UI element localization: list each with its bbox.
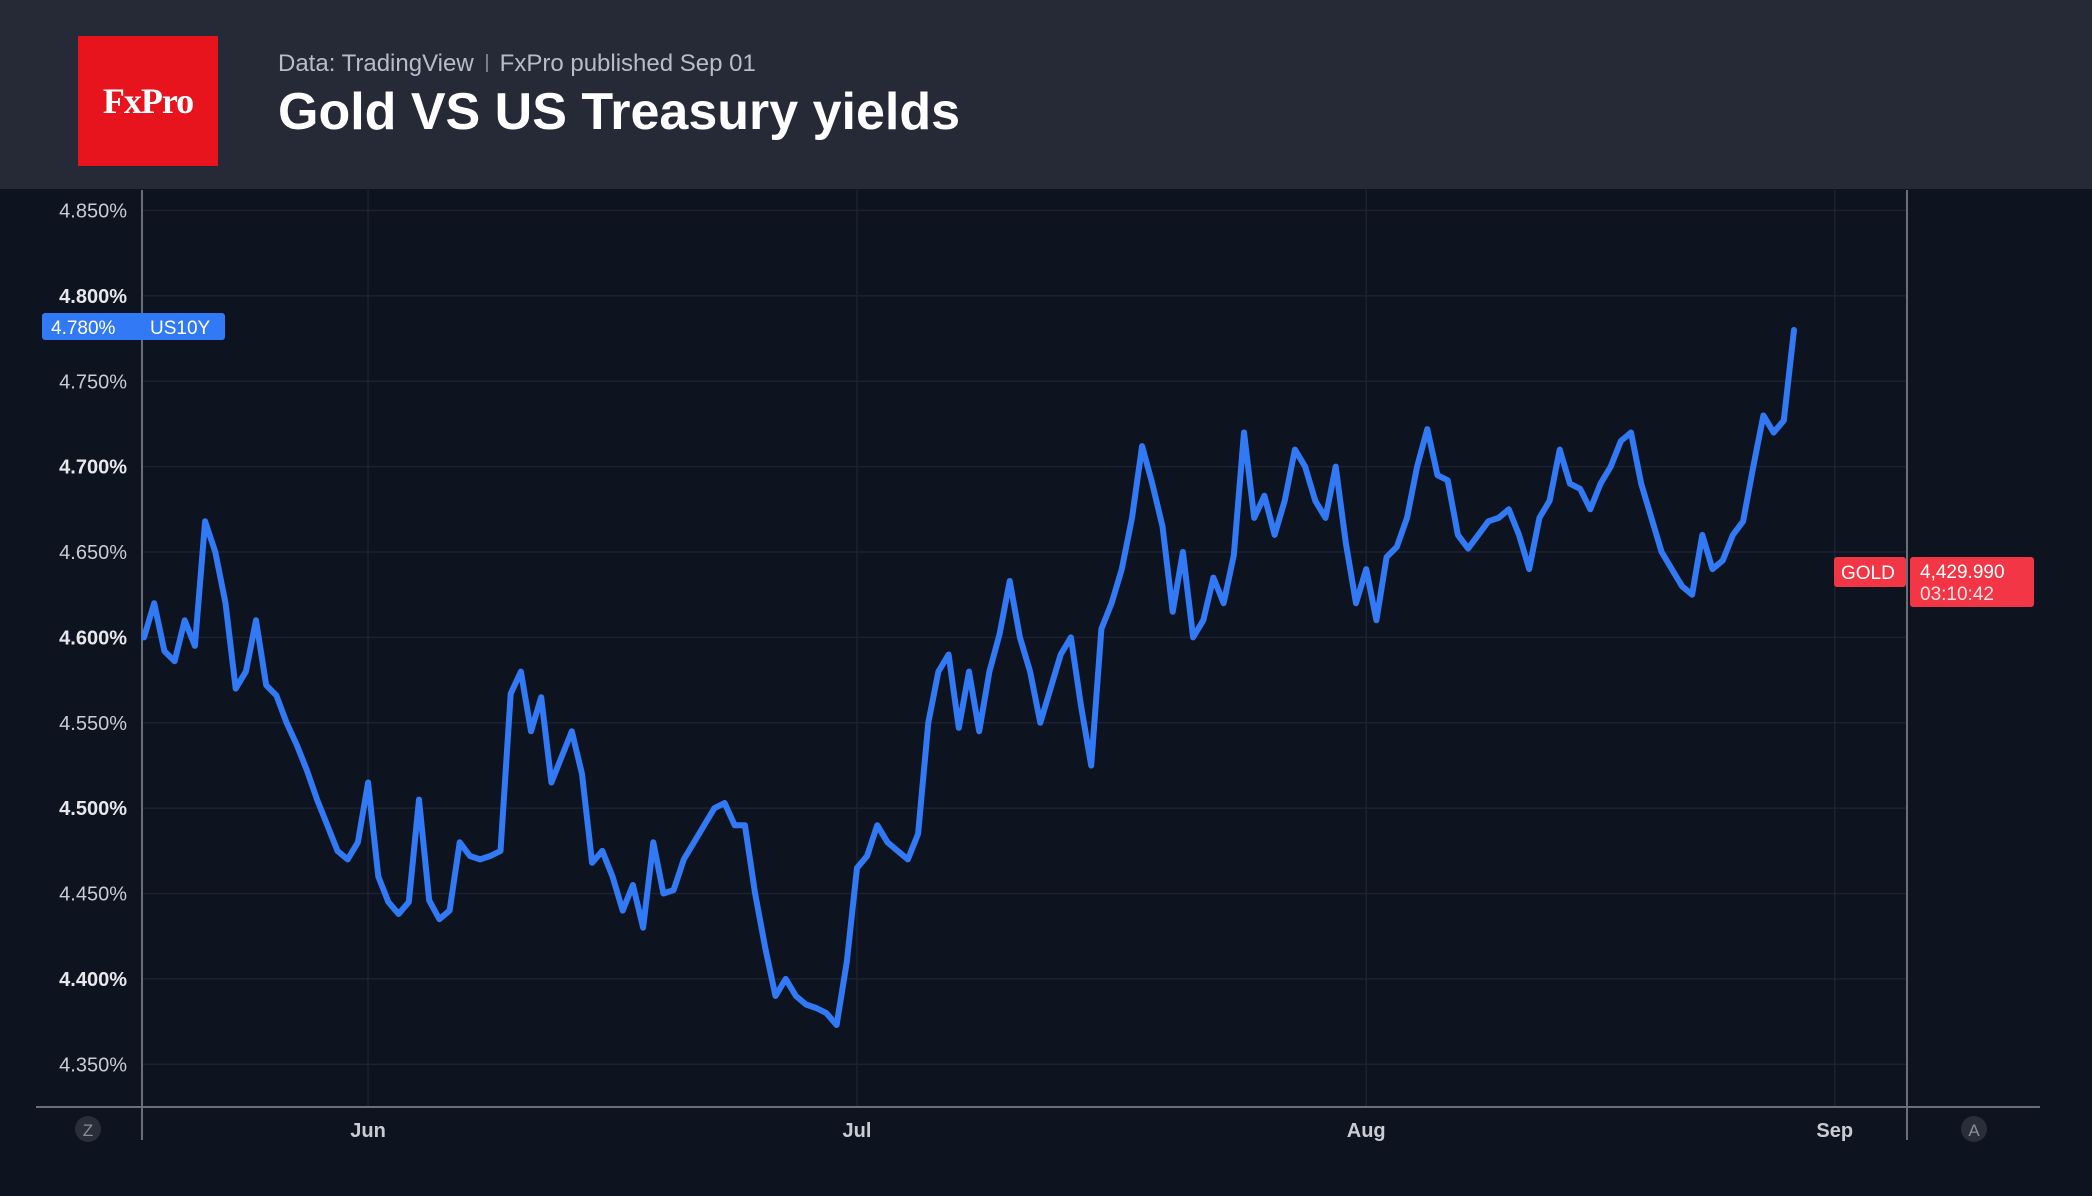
left-tick-label: 4.400% — [59, 969, 127, 991]
x-tick-label: Jul — [843, 1120, 872, 1142]
gold-label: GOLD 4,429.990 03:10:42 — [1834, 557, 2034, 607]
left-tick-label: 4.550% — [59, 713, 127, 735]
left-scale-marker[interactable]: Z — [75, 1116, 101, 1142]
gold-name-bg — [1834, 557, 1906, 587]
us10y-name-label: US10Y — [150, 318, 211, 339]
grid — [142, 190, 1907, 1107]
left-tick-label: 4.750% — [59, 371, 127, 393]
header: FxPro Data: TradingView FxPro published S… — [0, 0, 2092, 189]
right-marker-text: A — [1968, 1121, 1980, 1140]
x-tick-label: Jun — [350, 1120, 386, 1142]
left-tick-label: 4.350% — [59, 1054, 127, 1076]
x-tick-label: Sep — [1816, 1120, 1853, 1142]
published-text: FxPro published Sep 01 — [499, 50, 756, 77]
left-tick-label: 4.800% — [59, 286, 127, 308]
left-tick-label: 4.850% — [59, 200, 127, 222]
right-marker-circle[interactable] — [1961, 1116, 1987, 1142]
gold-countdown-label: 03:10:42 — [1920, 584, 1994, 605]
chart-title: Gold VS US Treasury yields — [278, 83, 961, 141]
us10y-value-label: 4.780% — [51, 318, 116, 339]
left-tick-label: 4.450% — [59, 884, 127, 906]
left-tick-label: 4.600% — [59, 627, 127, 649]
gold-value-bg — [1910, 557, 2034, 607]
right-scale-marker[interactable]: A — [1961, 1116, 1987, 1142]
gold-name-label: GOLD — [1841, 563, 1895, 584]
data-source-text: Data: TradingView — [278, 50, 474, 77]
left-marker-circle[interactable] — [75, 1116, 101, 1142]
left-axis-ticks: 4.850% 4.800% 4.750% 4.700% 4.650% 4.600% 4.55… — [59, 200, 127, 1076]
x-axis-ticks: Jun Jul Aug Sep — [350, 1120, 1853, 1142]
divider — [485, 54, 488, 72]
gold-value-label: 4,429.990 — [1920, 562, 2005, 583]
data-source: Data: TradingView FxPro published Sep 01 — [278, 50, 756, 78]
fxpro-logo: FxPro — [78, 36, 218, 166]
left-tick-label: 4.650% — [59, 542, 127, 564]
us10y-label: 4.780% US10Y — [42, 313, 225, 340]
us10y-label-bg — [42, 313, 225, 340]
x-tick-label: Aug — [1347, 1120, 1386, 1142]
us10y-series-line — [141, 327, 1797, 1028]
left-tick-label: 4.700% — [59, 457, 127, 479]
left-marker-text: Z — [83, 1121, 93, 1140]
left-tick-label: 4.500% — [59, 798, 127, 820]
